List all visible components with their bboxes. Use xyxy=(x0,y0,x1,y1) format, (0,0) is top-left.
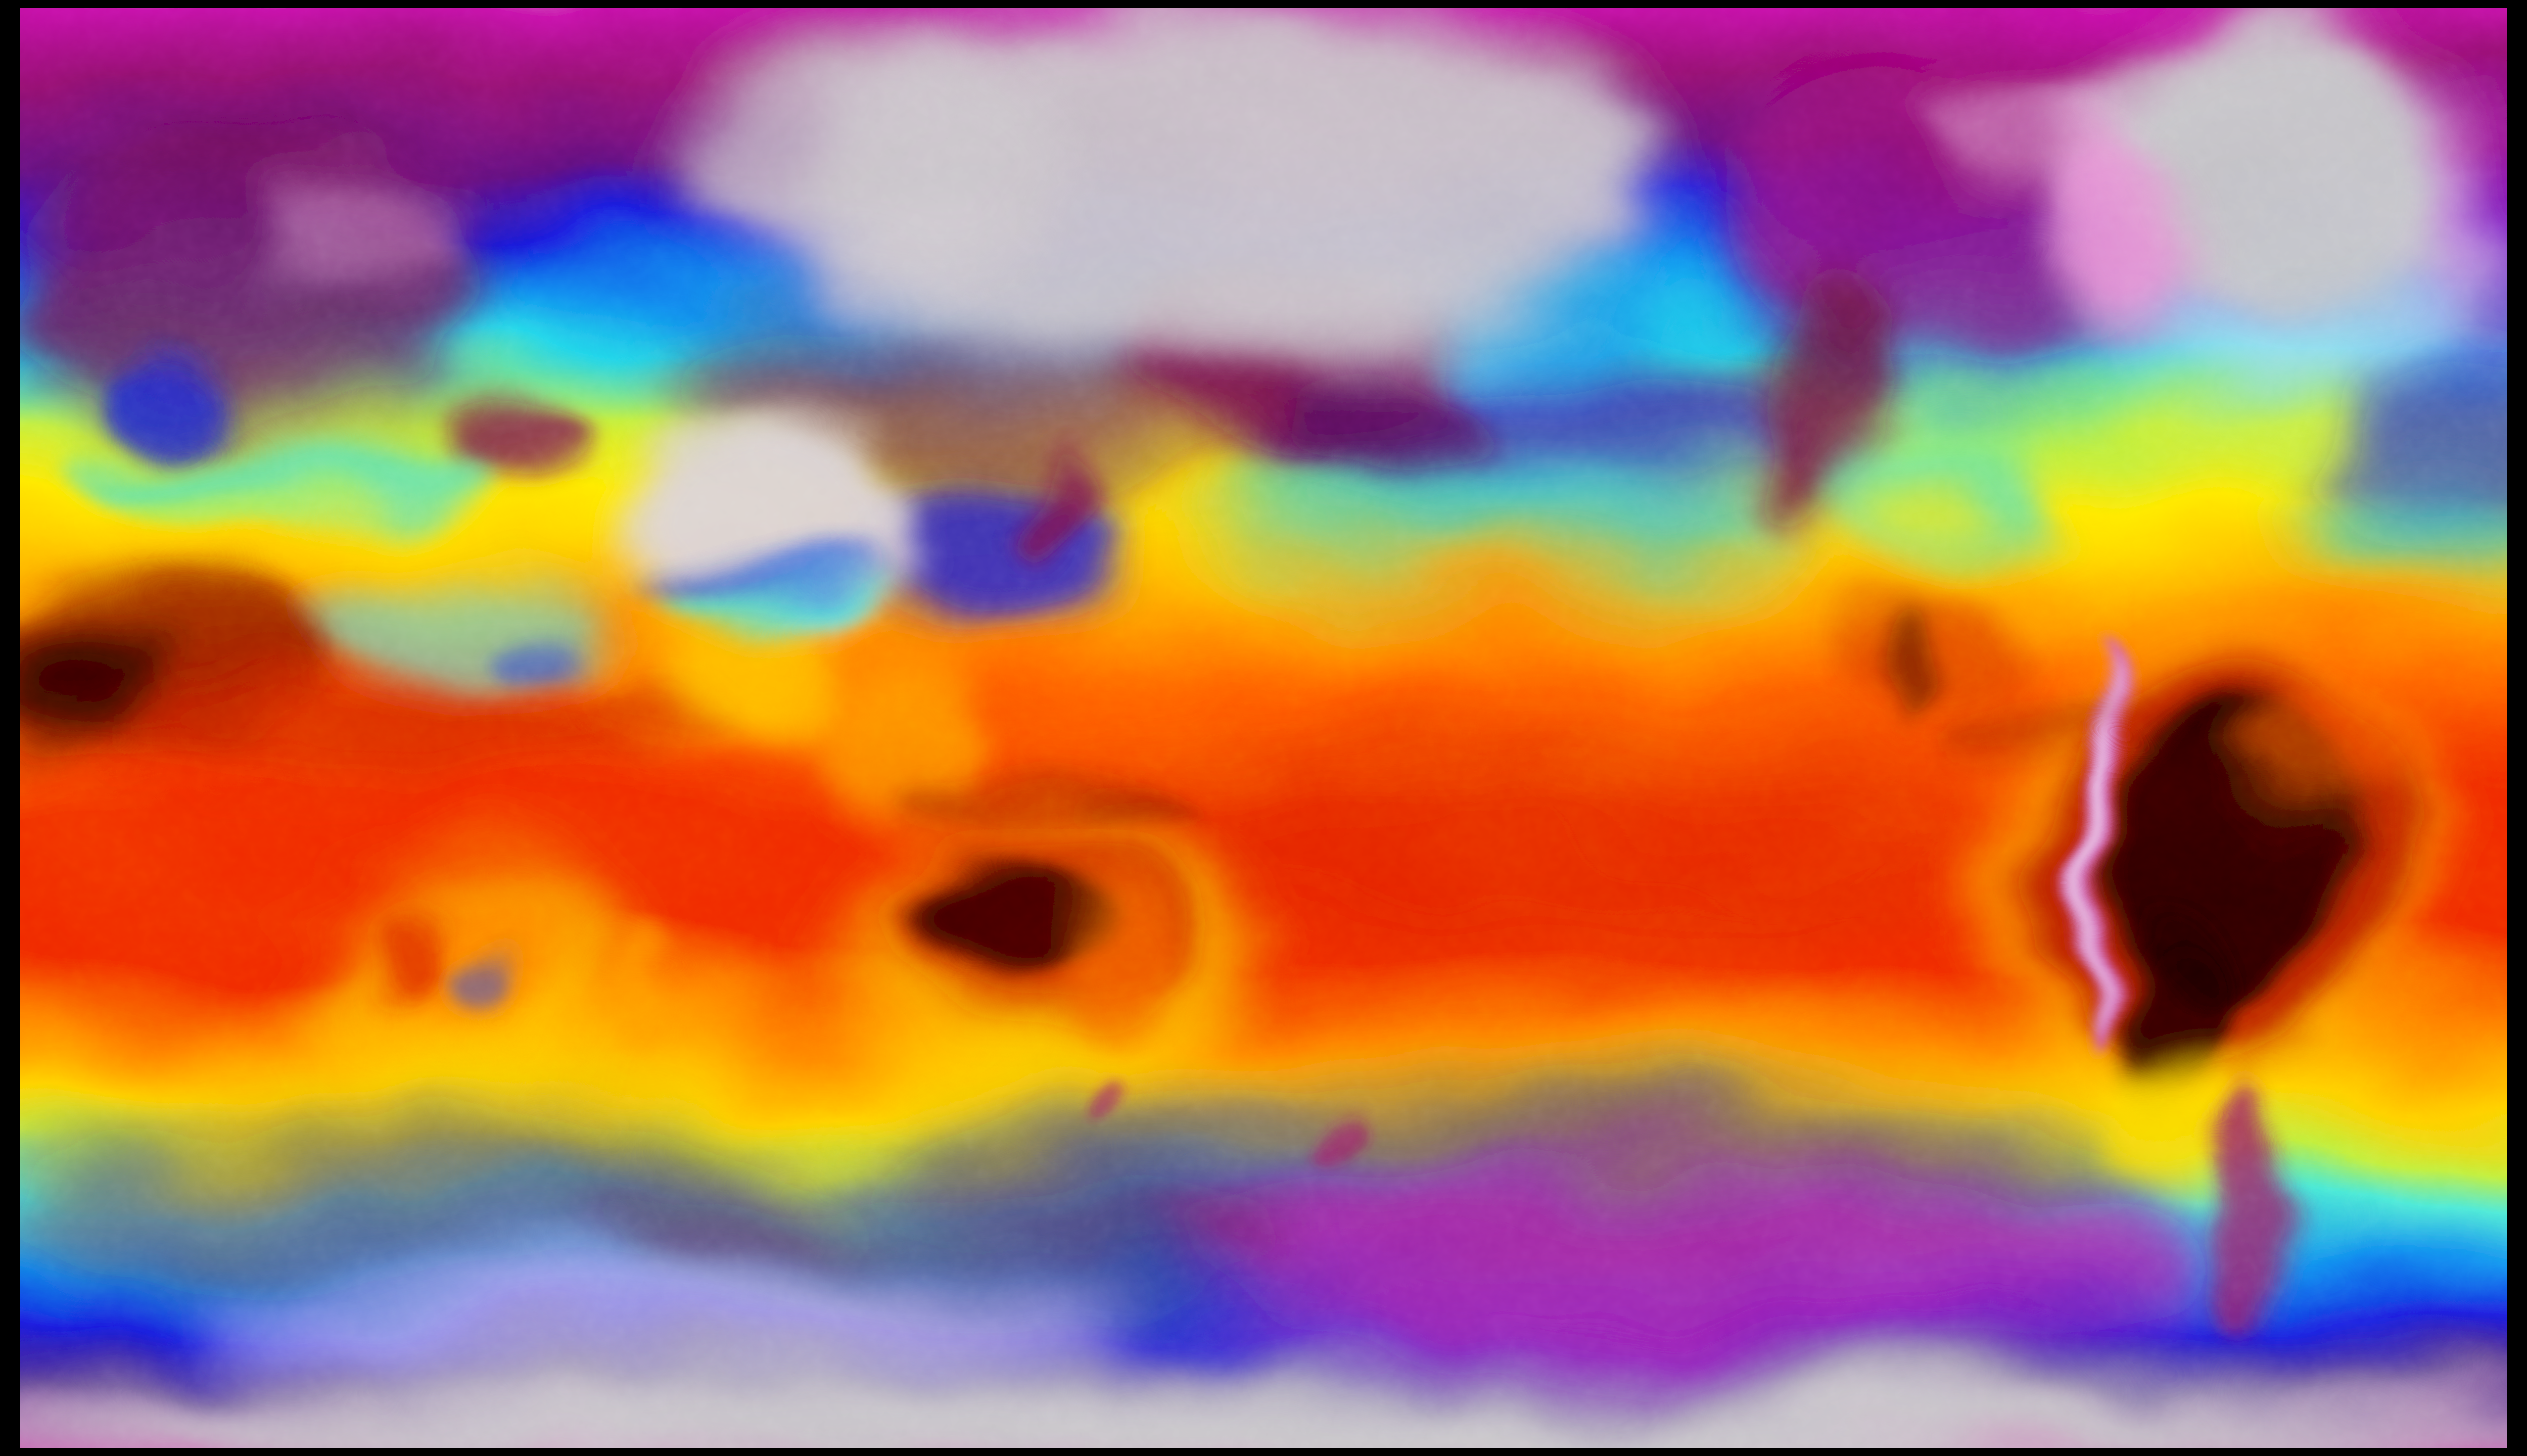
world-temperature-map: Global surface temperature heat map Equi… xyxy=(20,8,2507,1448)
fine-grain-texture xyxy=(20,8,2507,1448)
world-map-svg xyxy=(20,8,2507,1448)
